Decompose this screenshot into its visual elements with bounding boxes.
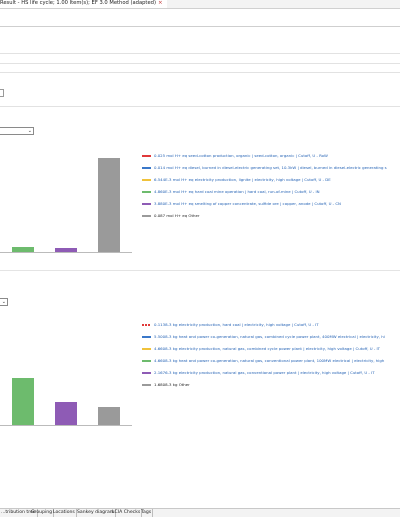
legend-swatch — [142, 371, 151, 374]
separator — [0, 270, 400, 271]
separator — [0, 53, 400, 54]
tab-contribution-tree[interactable]: ...tribution tree — [1, 509, 38, 517]
legend-swatch — [142, 347, 151, 350]
chart2-axis — [0, 425, 132, 426]
legend-link[interactable]: 0.1138-3 kg electricity production, hard… — [154, 322, 319, 327]
legend-link[interactable]: 4.6608-3 kg electricity production, natu… — [154, 346, 381, 351]
legend-link[interactable]: 5.5008-3 kg heat and power co-generation… — [154, 334, 385, 339]
legend-swatch — [142, 154, 151, 157]
legend-label: 1.6808-3 kg Other — [154, 382, 190, 387]
separator — [0, 106, 400, 107]
tab-grouping[interactable]: Grouping — [31, 509, 55, 517]
legend-swatch — [142, 335, 151, 338]
tab-locations[interactable]: Locations — [53, 509, 77, 517]
editor-tab-bar — [0, 0, 400, 9]
legend-link[interactable]: 4.860E-3 mol H+ eq hard coal mine operat… — [154, 189, 320, 194]
editor-tab[interactable]: Result - HS life cycle; 1.00 Item(s); EF… — [0, 0, 167, 8]
collapsed-field[interactable] — [0, 89, 4, 97]
legend-label: 0.087 mol H+ eq Other — [154, 213, 200, 218]
legend-swatch — [142, 323, 151, 326]
chevron-down-icon: ⌄ — [1, 299, 6, 305]
impact-category-select[interactable]: ⌄ — [0, 127, 34, 135]
chart1-bar[interactable] — [12, 247, 34, 252]
legend-swatch — [142, 359, 151, 362]
flow-select[interactable]: ⌄ — [0, 298, 8, 306]
legend-link[interactable]: 0.014 mol H+ eq diesel, burned in diesel… — [154, 165, 387, 170]
tab-sankey-diagram[interactable]: Sankey diagram — [77, 509, 117, 517]
chart2-bar[interactable] — [55, 402, 77, 425]
legend-swatch — [142, 214, 151, 217]
separator — [0, 26, 400, 27]
editor-tab-title: Result - HS life cycle; 1.00 Item(s); EF… — [0, 0, 156, 6]
chart1-bar[interactable] — [98, 158, 120, 252]
separator — [0, 63, 400, 64]
legend-link[interactable]: 2.1676-3 kg electricity production, natu… — [154, 370, 375, 375]
separator — [0, 72, 400, 73]
close-icon[interactable]: × — [157, 0, 163, 6]
chart1-axis — [0, 252, 132, 253]
chart1-bar[interactable] — [55, 248, 77, 252]
legend-link[interactable]: 4.6608-3 kg heat and power co-generation… — [154, 358, 385, 363]
legend-swatch — [142, 383, 151, 386]
chart2-bar[interactable] — [98, 407, 120, 425]
bottom-tab-bar: ...tribution tree Grouping Locations San… — [0, 508, 400, 517]
legend-link[interactable]: 3.880E-3 mol H+ eq smelting of copper co… — [154, 201, 341, 206]
legend-swatch — [142, 190, 151, 193]
chart2-bar[interactable] — [12, 378, 34, 425]
legend-link[interactable]: 6.544E-3 mol H+ eq electricity productio… — [154, 177, 331, 182]
legend-link[interactable]: 0.025 mol H+ eq seed-cotton production, … — [154, 153, 328, 158]
legend-swatch — [142, 178, 151, 181]
tab-tags[interactable]: Tags — [141, 509, 154, 517]
tab-lcia-checks[interactable]: LCIA Checks — [112, 509, 143, 517]
legend-swatch — [142, 202, 151, 205]
chevron-down-icon: ⌄ — [27, 128, 32, 134]
legend-swatch — [142, 166, 151, 169]
